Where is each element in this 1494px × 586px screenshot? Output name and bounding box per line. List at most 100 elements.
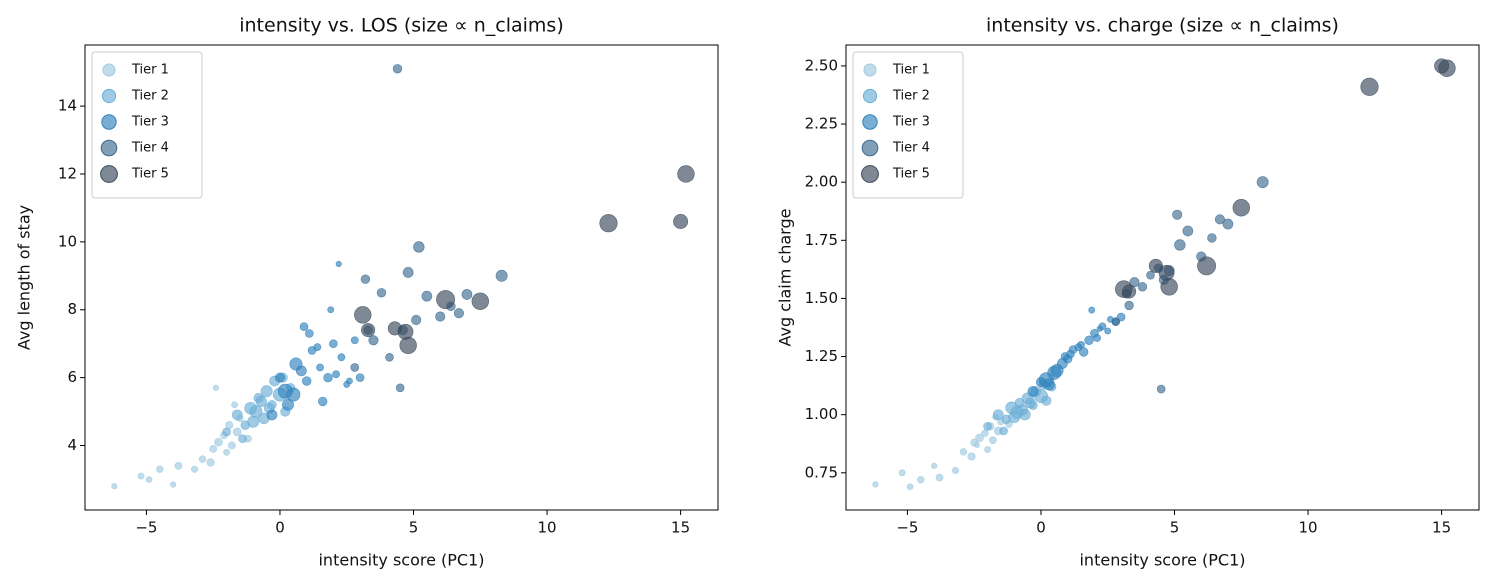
point <box>223 448 230 456</box>
point <box>599 214 618 233</box>
legend-marker <box>101 114 117 130</box>
legend-marker <box>102 63 116 77</box>
legend-marker <box>101 88 117 104</box>
legend-marker <box>861 139 879 157</box>
point <box>350 363 360 372</box>
point <box>1093 334 1101 342</box>
point <box>337 353 346 362</box>
point <box>471 292 489 310</box>
point <box>212 384 219 391</box>
y-tick-label: 14 <box>58 97 77 115</box>
point <box>677 165 695 183</box>
point <box>959 448 968 456</box>
point <box>376 288 387 298</box>
point <box>360 274 371 284</box>
point <box>1016 404 1028 416</box>
point <box>1111 317 1121 326</box>
point <box>1024 397 1036 409</box>
point <box>247 415 260 428</box>
plot-area <box>872 58 1456 491</box>
point <box>385 352 394 362</box>
point <box>1160 278 1178 296</box>
point <box>145 476 153 483</box>
point <box>318 396 328 407</box>
point <box>952 466 960 474</box>
point <box>1256 176 1269 189</box>
y-tick-label: 4 <box>67 436 77 454</box>
point <box>274 372 286 383</box>
point <box>191 465 199 473</box>
legend-marker <box>861 165 879 183</box>
point <box>1060 352 1070 361</box>
y-axis-label: Avg claim charge <box>776 209 795 347</box>
point <box>156 465 164 473</box>
point <box>1104 327 1112 335</box>
legend-label: Tier 2 <box>131 89 169 104</box>
point <box>898 469 906 477</box>
x-tick-label: −5 <box>135 519 157 537</box>
point <box>1088 306 1096 314</box>
legend-marker <box>100 165 118 183</box>
legend-label: Tier 1 <box>892 63 930 78</box>
legend-marker <box>862 114 878 130</box>
x-tick-label: 10 <box>1299 519 1318 537</box>
point <box>137 472 145 480</box>
point <box>238 434 247 444</box>
point <box>1122 284 1137 299</box>
point <box>228 441 236 450</box>
legend-marker <box>863 63 877 77</box>
point <box>436 290 455 309</box>
point <box>989 436 997 445</box>
point <box>1084 335 1094 345</box>
point <box>354 306 372 324</box>
point <box>392 64 403 74</box>
point <box>198 455 207 463</box>
point <box>1129 277 1140 288</box>
point <box>170 481 177 488</box>
legend-label: Tier 5 <box>131 167 169 182</box>
x-tick-label: 15 <box>671 519 690 537</box>
legend-marker <box>100 139 118 157</box>
legend-label: Tier 1 <box>131 63 169 78</box>
y-tick-label: 2.50 <box>805 56 838 74</box>
legend-box <box>91 51 203 199</box>
point <box>1158 264 1175 281</box>
point <box>1438 59 1456 77</box>
x-tick-label: 10 <box>538 519 557 537</box>
axes-frame <box>84 44 719 511</box>
point <box>323 372 333 383</box>
point <box>931 462 938 469</box>
y-tick-label: 0.75 <box>805 463 838 481</box>
y-tick-label: 12 <box>58 164 77 182</box>
point <box>1360 77 1379 96</box>
chart-title: intensity vs. LOS (size ∝ n_claims) <box>239 15 564 37</box>
y-tick-label: 1.50 <box>805 289 838 307</box>
point <box>999 426 1008 436</box>
point <box>232 427 242 437</box>
point <box>1008 411 1021 423</box>
point <box>973 441 980 448</box>
y-tick-label: 6 <box>67 368 77 386</box>
point <box>350 336 359 345</box>
point <box>299 322 309 332</box>
point <box>111 483 118 490</box>
legend-box <box>852 51 964 199</box>
x-axis-label: intensity score (PC1) <box>318 551 484 570</box>
y-tick-label: 1.75 <box>805 231 838 249</box>
legend-label: Tier 3 <box>892 115 930 130</box>
point <box>1074 343 1083 352</box>
y-tick-label: 1.00 <box>805 405 838 423</box>
point <box>361 323 376 338</box>
point <box>368 335 379 346</box>
y-tick-label: 8 <box>67 300 77 318</box>
legend-label: Tier 4 <box>131 141 169 156</box>
point <box>453 308 464 319</box>
point <box>316 363 324 372</box>
point <box>495 269 508 282</box>
point <box>1182 225 1194 237</box>
point <box>395 383 405 393</box>
point <box>286 387 301 402</box>
axes-frame <box>845 44 1480 511</box>
point <box>206 458 215 467</box>
point <box>266 409 278 421</box>
